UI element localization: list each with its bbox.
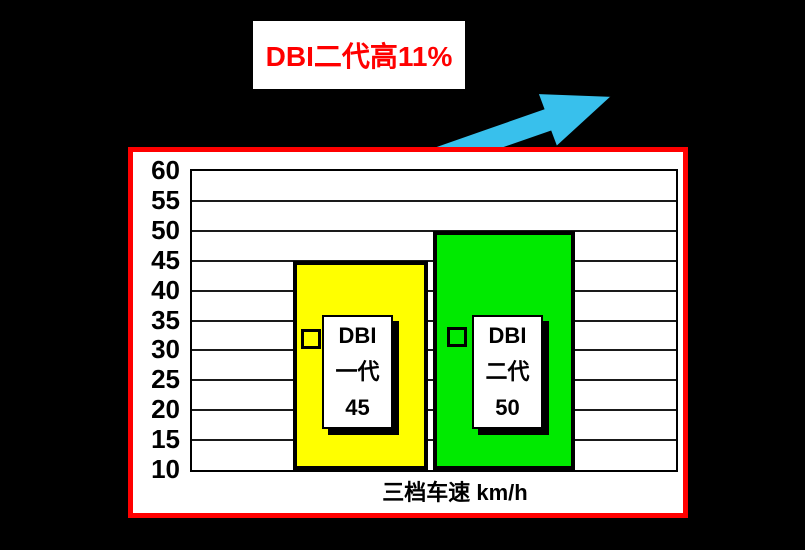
legend-square-icon bbox=[447, 327, 467, 347]
y-tick-label: 20 bbox=[151, 394, 180, 425]
plot-area: DBI 一代 45 DBI 二代 50 bbox=[190, 169, 678, 472]
bar-label-value: 50 bbox=[495, 395, 520, 420]
y-axis: 60 55 50 45 40 35 30 25 20 15 10 bbox=[133, 152, 180, 513]
y-tick-label: 45 bbox=[151, 244, 180, 275]
bar-label-value: 45 bbox=[345, 395, 370, 420]
y-tick-label: 60 bbox=[151, 155, 180, 185]
bar-label-line: 一代 bbox=[335, 359, 380, 384]
title-text: DBI二代高11% bbox=[265, 41, 453, 72]
y-tick-label: 10 bbox=[151, 454, 180, 484]
h-gridline bbox=[192, 229, 676, 232]
y-tick-label: 40 bbox=[151, 274, 180, 305]
legend-square-icon bbox=[301, 329, 321, 349]
y-tick-label: 35 bbox=[151, 304, 180, 335]
bar-label-line: 二代 bbox=[485, 359, 530, 384]
x-axis-label: 三档车速 km/h bbox=[382, 480, 528, 505]
y-tick-label: 50 bbox=[151, 214, 180, 245]
title-callout: DBI二代高11% bbox=[253, 21, 465, 89]
h-gridline bbox=[192, 199, 676, 202]
y-tick-label: 30 bbox=[151, 334, 180, 365]
y-tick-label: 55 bbox=[151, 184, 180, 215]
bar-label-line: DBI bbox=[338, 323, 377, 348]
bar-label-line: DBI bbox=[488, 323, 527, 348]
bar-dbi-gen2 bbox=[433, 231, 575, 470]
bar-label-dbi-gen1: DBI 一代 45 bbox=[322, 315, 393, 429]
bar-label-dbi-gen2: DBI 二代 50 bbox=[472, 315, 543, 429]
chart-frame: 60 55 50 45 40 35 30 25 20 15 10 DBI 一代 45 DBI 二代 … bbox=[128, 147, 688, 518]
y-tick-label: 15 bbox=[151, 424, 180, 455]
y-tick-label: 25 bbox=[151, 364, 180, 395]
